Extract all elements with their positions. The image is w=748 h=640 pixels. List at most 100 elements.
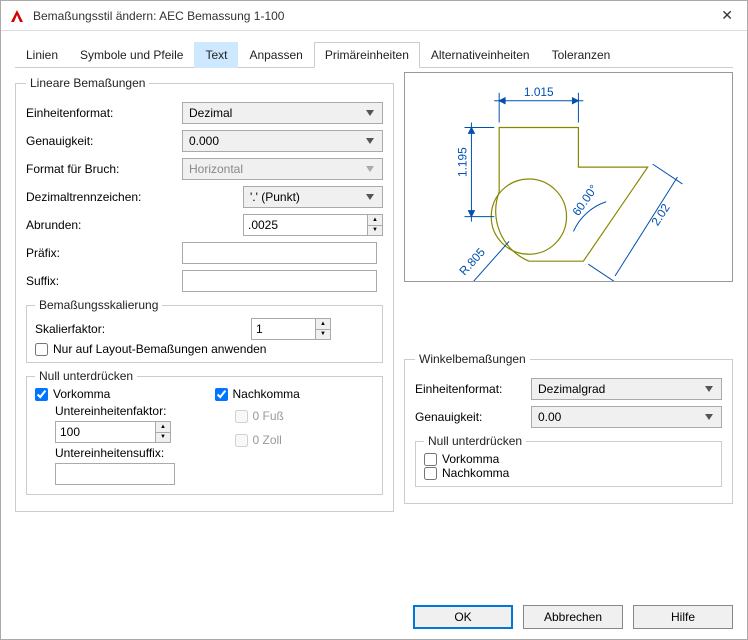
combo-genauigkeit-value: 0.000 <box>189 134 219 148</box>
checkbox-nachkomma-label: Nachkomma <box>233 387 300 401</box>
chevron-down-icon <box>362 162 378 176</box>
preview-dim-angle: 60.00° <box>569 182 600 218</box>
checkbox-vorkomma-label: Vorkomma <box>53 387 110 401</box>
spin-down-icon[interactable]: ▼ <box>156 433 170 443</box>
input-skalierfaktor[interactable] <box>251 318 315 340</box>
group-winkelbemassungen: Winkelbemaßungen Einheitenformat: Dezima… <box>404 352 733 504</box>
legend-winkel: Winkelbemaßungen <box>415 352 530 366</box>
tab-linien[interactable]: Linien <box>15 42 69 68</box>
tab-toleranzen[interactable]: Toleranzen <box>541 42 622 68</box>
group-lineare-bemassungen: Lineare Bemaßungen Einheitenformat: Dezi… <box>15 76 394 512</box>
combo-dezimaltrennzeichen[interactable]: '.' (Punkt) <box>243 186 383 208</box>
checkbox-winkel-vorkomma[interactable]: Vorkomma <box>424 452 713 466</box>
input-praefix[interactable] <box>182 242 377 264</box>
checkbox-fuss-label: 0 Fuß <box>253 409 284 423</box>
spin-down-icon[interactable]: ▼ <box>316 330 330 340</box>
tab-primaereinheiten[interactable]: Primäreinheiten <box>314 42 420 68</box>
checkbox-fuss: 0 Fuß <box>235 409 375 423</box>
preview-dim-top: 1.015 <box>524 85 554 99</box>
combo-einheitenformat-value: Dezimal <box>189 106 232 120</box>
label-winkel-einheitenformat: Einheitenformat: <box>415 382 525 396</box>
checkbox-winkel-nachkomma-label: Nachkomma <box>442 466 509 480</box>
preview-pane: 1.015 1.195 R.805 60.00° 2.02 <box>404 72 733 282</box>
spinner-untereinheitenfaktor[interactable]: ▲▼ <box>55 421 175 443</box>
ok-button[interactable]: OK <box>413 605 513 629</box>
checkbox-winkel-vorkomma-label: Vorkomma <box>442 452 499 466</box>
tab-anpassen[interactable]: Anpassen <box>238 42 313 68</box>
checkbox-fuss-input <box>235 410 248 423</box>
close-icon[interactable]: ✕ <box>715 7 739 24</box>
label-format-bruch: Format für Bruch: <box>26 162 176 176</box>
chevron-down-icon <box>362 134 378 148</box>
chevron-down-icon <box>362 190 378 204</box>
spinner-skalierfaktor[interactable]: ▲▼ <box>251 318 331 340</box>
combo-winkel-genauigkeit-value: 0.00 <box>538 410 561 424</box>
spin-up-icon[interactable]: ▲ <box>156 422 170 433</box>
cancel-button[interactable]: Abbrechen <box>523 605 623 629</box>
input-suffix[interactable] <box>182 270 377 292</box>
combo-dezimal-value: '.' (Punkt) <box>250 190 300 204</box>
label-genauigkeit: Genauigkeit: <box>26 134 176 148</box>
checkbox-zoll-input <box>235 434 248 447</box>
checkbox-layout-only[interactable]: Nur auf Layout-Bemaßungen anwenden <box>35 342 374 356</box>
legend-winkel-null: Null unterdrücken <box>424 434 526 448</box>
dialog-window: Bemaßungsstil ändern: AEC Bemassung 1-10… <box>0 0 748 640</box>
combo-genauigkeit[interactable]: 0.000 <box>182 130 383 152</box>
titlebar: Bemaßungsstil ändern: AEC Bemassung 1-10… <box>1 1 747 31</box>
app-logo-icon <box>9 8 25 24</box>
label-suffix: Suffix: <box>26 274 176 288</box>
label-untereinheitensuffix: Untereinheitensuffix: <box>55 446 195 460</box>
label-abrunden: Abrunden: <box>26 218 176 232</box>
combo-format-bruch-value: Horizontal <box>189 162 243 176</box>
checkbox-layout-only-input[interactable] <box>35 343 48 356</box>
checkbox-nachkomma[interactable]: Nachkomma <box>215 387 375 401</box>
combo-winkel-genauigkeit[interactable]: 0.00 <box>531 406 722 428</box>
checkbox-vorkomma-input[interactable] <box>35 388 48 401</box>
spin-down-icon[interactable]: ▼ <box>368 226 382 236</box>
tab-text[interactable]: Text <box>194 42 238 68</box>
combo-einheitenformat[interactable]: Dezimal <box>182 102 383 124</box>
window-title: Bemaßungsstil ändern: AEC Bemassung 1-10… <box>33 9 715 23</box>
group-null-unterdruecken: Null unterdrücken Vorkomma Untereinheite… <box>26 369 383 495</box>
input-abrunden[interactable] <box>243 214 367 236</box>
combo-winkel-einheitenformat-value: Dezimalgrad <box>538 382 605 396</box>
label-untereinheitenfaktor: Untereinheitenfaktor: <box>55 404 195 418</box>
preview-dim-diag: 2.02 <box>648 201 672 228</box>
label-dezimaltrennzeichen: Dezimaltrennzeichen: <box>26 190 176 204</box>
preview-dim-left: 1.195 <box>455 147 469 177</box>
combo-format-bruch: Horizontal <box>182 158 383 180</box>
checkbox-vorkomma[interactable]: Vorkomma <box>35 387 195 401</box>
label-einheitenformat: Einheitenformat: <box>26 106 176 120</box>
chevron-down-icon <box>701 382 717 396</box>
checkbox-winkel-vorkomma-input[interactable] <box>424 453 437 466</box>
combo-winkel-einheitenformat[interactable]: Dezimalgrad <box>531 378 722 400</box>
label-praefix: Präfix: <box>26 246 176 260</box>
help-button[interactable]: Hilfe <box>633 605 733 629</box>
checkbox-layout-only-label: Nur auf Layout-Bemaßungen anwenden <box>53 342 266 356</box>
legend-linear: Lineare Bemaßungen <box>26 76 149 90</box>
tab-symbole[interactable]: Symbole und Pfeile <box>69 42 194 68</box>
input-untereinheitenfaktor[interactable] <box>55 421 155 443</box>
content-area: Linien Symbole und Pfeile Text Anpassen … <box>1 31 747 520</box>
legend-skalierung: Bemaßungsskalierung <box>35 298 162 312</box>
footer-buttons: OK Abbrechen Hilfe <box>413 605 733 629</box>
spin-up-icon[interactable]: ▲ <box>368 215 382 226</box>
chevron-down-icon <box>362 106 378 120</box>
preview-dim-radius: R.805 <box>456 245 488 278</box>
input-untereinheitensuffix[interactable] <box>55 463 175 485</box>
checkbox-zoll-label: 0 Zoll <box>253 433 282 447</box>
checkbox-winkel-nachkomma[interactable]: Nachkomma <box>424 466 713 480</box>
spin-up-icon[interactable]: ▲ <box>316 319 330 330</box>
chevron-down-icon <box>701 410 717 424</box>
checkbox-zoll: 0 Zoll <box>235 433 375 447</box>
tab-alternativeinheiten[interactable]: Alternativeinheiten <box>420 42 541 68</box>
label-skalierfaktor: Skalierfaktor: <box>35 322 245 336</box>
checkbox-winkel-nachkomma-input[interactable] <box>424 467 437 480</box>
tab-bar: Linien Symbole und Pfeile Text Anpassen … <box>15 41 733 68</box>
label-winkel-genauigkeit: Genauigkeit: <box>415 410 525 424</box>
group-skalierung: Bemaßungsskalierung Skalierfaktor: ▲▼ Nu… <box>26 298 383 363</box>
legend-null: Null unterdrücken <box>35 369 137 383</box>
group-winkel-null: Null unterdrücken Vorkomma Nachkomma <box>415 434 722 487</box>
checkbox-nachkomma-input[interactable] <box>215 388 228 401</box>
spinner-abrunden[interactable]: ▲▼ <box>243 214 383 236</box>
